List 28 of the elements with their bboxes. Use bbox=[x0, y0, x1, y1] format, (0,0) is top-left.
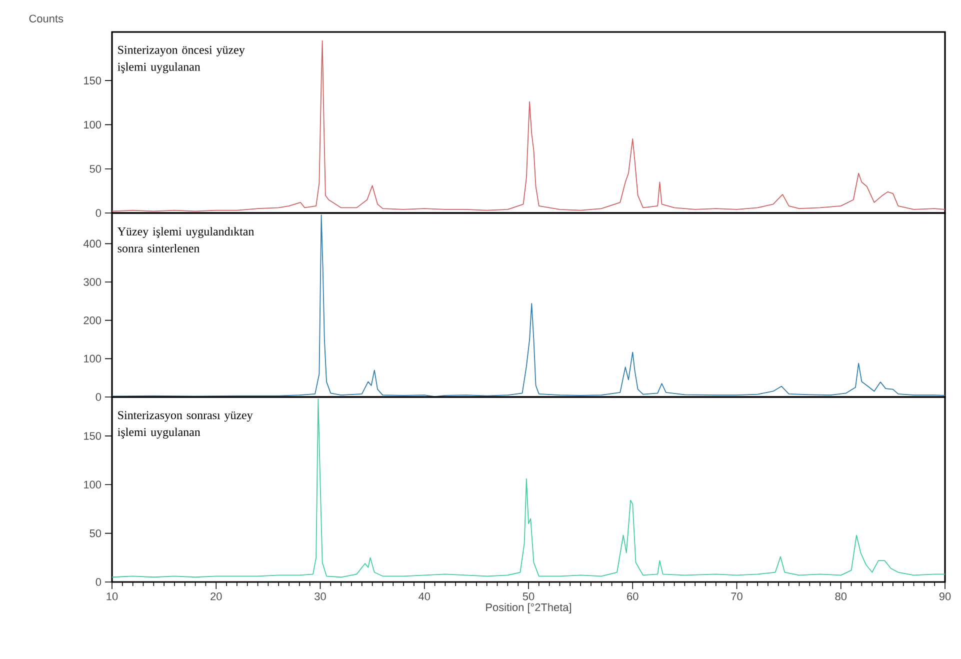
x-axis-title: Position [°2Theta] bbox=[486, 603, 572, 614]
y-tick-label: 0 bbox=[96, 209, 102, 217]
y-tick-label: 150 bbox=[84, 432, 102, 440]
y-tick-label: 0 bbox=[96, 393, 102, 401]
y-tick-label: 150 bbox=[84, 76, 102, 84]
y-tick-label: 400 bbox=[83, 240, 102, 248]
line-series bbox=[112, 40, 946, 212]
x-tick-label: 80 bbox=[835, 592, 847, 600]
y-tick-label: 100 bbox=[84, 354, 102, 363]
x-tick-label: 60 bbox=[627, 592, 638, 600]
x-tick-label: 70 bbox=[731, 592, 742, 600]
x-tick-label: 10 bbox=[106, 592, 118, 600]
y-tick-label: 50 bbox=[90, 164, 102, 173]
y-axis-title: Counts bbox=[29, 14, 64, 22]
y-tick-label: 50 bbox=[90, 529, 102, 538]
y-tick-label: 100 bbox=[84, 120, 102, 129]
y-tick-label: 300 bbox=[84, 278, 102, 286]
y-tick-label: 200 bbox=[84, 316, 102, 324]
y-tick-label: 0 bbox=[96, 578, 102, 586]
x-tick-label: 90 bbox=[939, 592, 951, 600]
text: Sinterizayon öncesi yüzey işlemi uygulanan bbox=[118, 46, 245, 74]
x-tick-label: 40 bbox=[418, 592, 430, 600]
y-tick-label: 100 bbox=[84, 480, 102, 489]
x-tick-label: 20 bbox=[210, 592, 222, 600]
text: Sinterizasyon sonrası yüzey işlemi uygulanan bbox=[118, 411, 253, 439]
text: Yüzey işlemi uygulandıktan sonra sinterlenen bbox=[118, 227, 254, 252]
x-tick-label: 30 bbox=[314, 592, 326, 600]
x-tick-label: 50 bbox=[522, 592, 534, 600]
